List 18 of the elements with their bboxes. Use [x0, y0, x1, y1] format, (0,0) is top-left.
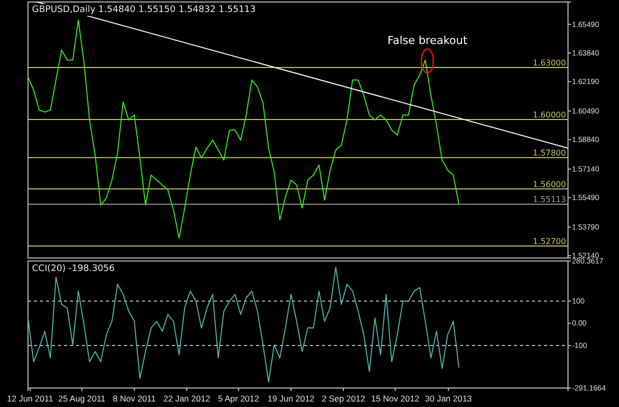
- x-tick-label: 12 Jun 2011: [7, 394, 54, 404]
- ref-line-label: 1.56000: [532, 180, 566, 189]
- x-tick-label: 22 Jan 2012: [163, 394, 210, 404]
- x-tick-label: 8 Nov 2011: [112, 394, 156, 404]
- x-tick-label: 15 Nov 2012: [371, 394, 420, 404]
- x-tick-label: 19 Jun 2012: [268, 394, 315, 404]
- x-tick-label: 25 Aug 2011: [58, 394, 106, 404]
- x-tick-label: 30 Jan 2013: [424, 394, 472, 404]
- annotation: False breakout: [387, 34, 468, 47]
- x-tick-label: 5 Apr 2012: [218, 394, 260, 404]
- x-tick-label: 2 Sep 2012: [322, 394, 366, 404]
- ref-line-label: 1.52700: [532, 237, 566, 246]
- ref-line-label: 1.55113: [532, 195, 566, 204]
- chart-title: GBPUSD,Daily 1.54840 1.55150 1.54832 1.55113: [32, 5, 256, 15]
- ref-line-label: 1.60000: [532, 110, 566, 120]
- ref-line-label: 1.57800: [532, 148, 566, 158]
- ref-line-label: 1.63000: [532, 58, 566, 68]
- chart-title: CCI(20) -198.3056: [32, 264, 116, 274]
